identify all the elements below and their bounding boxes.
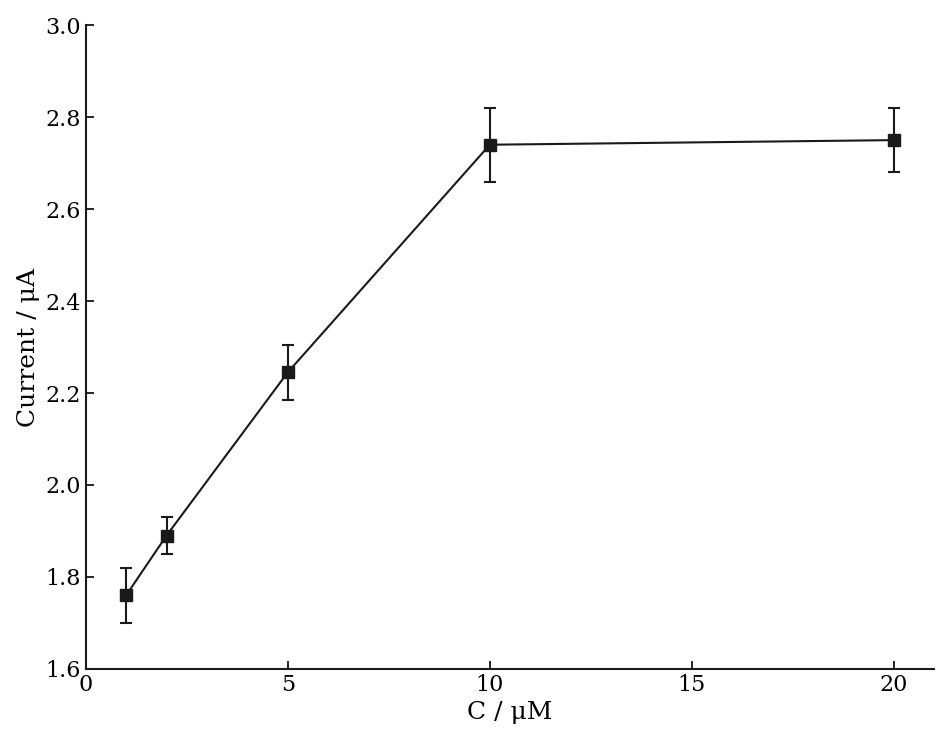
Y-axis label: Current / μA: Current / μA [17,268,40,427]
X-axis label: C / μM: C / μM [467,701,553,725]
